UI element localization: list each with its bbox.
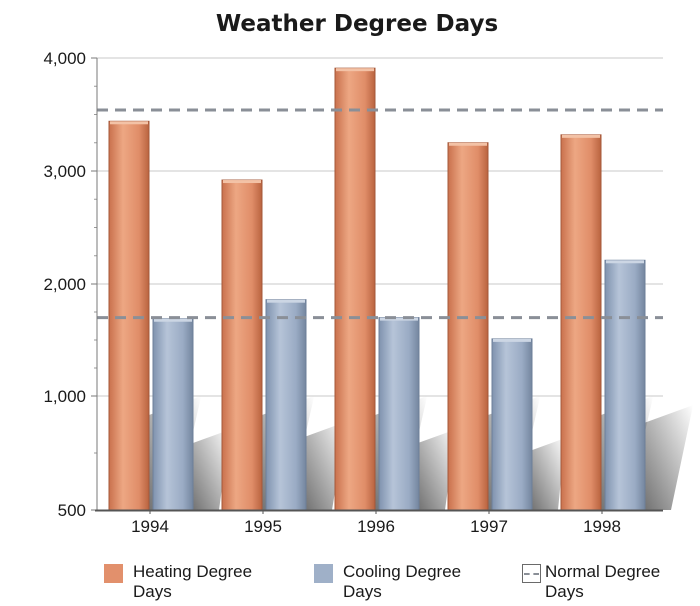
legend-item-normal: Normal Degree Days — [522, 562, 700, 602]
bar-heating-cap — [336, 68, 374, 72]
bar-heating — [334, 67, 376, 511]
bar-heating — [560, 134, 602, 511]
bar-shadow — [419, 429, 457, 510]
y-tick-label: 4,000 — [43, 49, 86, 68]
x-tick-label: 1995 — [244, 517, 282, 536]
bars — [108, 67, 646, 511]
chart: Weather Degree Days 500 1,000 2,000 3,000 4,… — [43, 11, 694, 536]
bar-cooling — [265, 299, 307, 511]
bar-heating — [221, 179, 263, 511]
bar-cooling — [152, 318, 194, 511]
bar-cooling — [378, 317, 420, 511]
legend-item-heating: Heating Degree Days — [104, 562, 304, 602]
bar-cooling-cap — [493, 338, 531, 342]
x-tick-label: 1994 — [131, 517, 169, 536]
axes — [95, 58, 663, 512]
bar-heating-cap — [223, 180, 261, 184]
legend-swatch-normal — [522, 564, 541, 583]
normal-degree-days-lines — [97, 108, 663, 320]
chart-title: Weather Degree Days — [216, 11, 498, 37]
bar-heating-cap — [449, 142, 487, 146]
bar-shadow — [532, 438, 565, 510]
legend-swatch-heating — [104, 564, 123, 583]
bar-cooling — [491, 338, 533, 511]
bar-heating — [108, 120, 150, 511]
legend-swatch-cooling — [314, 564, 333, 583]
bar-cooling-cap — [267, 299, 305, 303]
x-tick-label: 1998 — [583, 517, 621, 536]
x-tick-labels: 1994 1995 1996 1997 1998 — [131, 510, 621, 536]
legend-item-cooling: Cooling Degree Days — [314, 562, 514, 602]
bar-shadow — [193, 429, 230, 510]
y-tick-labels: 500 1,000 2,000 3,000 4,000 — [43, 49, 86, 520]
y-tick-label: 1,000 — [43, 387, 86, 406]
bar-heating-cap — [110, 121, 148, 125]
legend-label-cooling: Cooling Degree Days — [343, 562, 462, 601]
x-tick-label: 1996 — [357, 517, 395, 536]
bar-shadow — [645, 405, 694, 510]
legend-label-heating: Heating Degree Days — [133, 562, 253, 601]
bar-heating-cap — [562, 134, 600, 138]
legend: Heating Degree Days Cooling Degree Days … — [104, 562, 700, 606]
y-tick-label: 500 — [58, 501, 86, 520]
bar-cooling — [604, 259, 646, 511]
bar-cooling-cap — [154, 318, 192, 322]
x-tick-label: 1997 — [470, 517, 508, 536]
legend-label-normal: Normal Degree Days — [545, 562, 661, 601]
y-tick-label: 3,000 — [43, 162, 86, 181]
y-tick-label: 2,000 — [43, 275, 86, 294]
bar-heating — [447, 142, 489, 511]
bar-cooling-cap — [606, 260, 644, 264]
bar-cooling-cap — [380, 317, 418, 321]
